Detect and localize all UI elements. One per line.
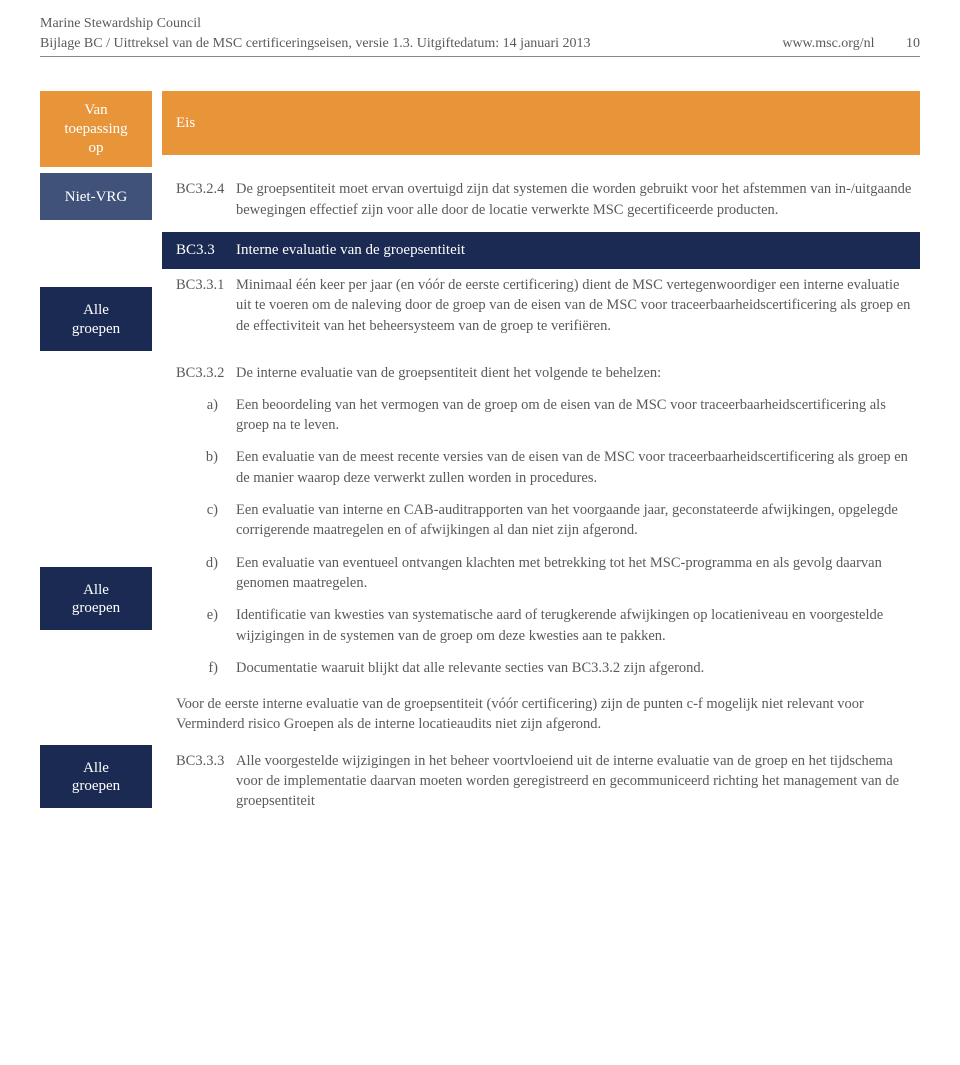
row-bc33-bar: BC3.3 Interne evaluatie van de groepsent… <box>40 232 920 269</box>
clause-code: BC3.2.4 <box>176 179 236 220</box>
clause-text: Minimaal één keer per jaar (en vóór de e… <box>236 275 920 336</box>
col-left: Allegroepen <box>40 269 152 351</box>
label-text: Allegroepen <box>72 302 120 337</box>
col-right: Eis <box>162 91 920 167</box>
col-left: Allegroepen <box>40 357 152 739</box>
content: Vantoepassingop Eis Niet-VRG BC3.2.4 De … <box>40 91 920 817</box>
section-bc33: BC3.3 Interne evaluatie van de groepsent… <box>162 232 920 269</box>
col-right: BC3.3 Interne evaluatie van de groepsent… <box>162 232 920 269</box>
tag-niet-vrg: Niet-VRG <box>40 173 152 220</box>
label-text: Allegroepen <box>72 760 120 795</box>
clause-text: Alle voorgestelde wijzigingen in het beh… <box>236 751 920 812</box>
col-right: BC3.3.2 De interne evaluatie van de groe… <box>162 357 920 739</box>
item-a: a) Een beoordeling van het vermogen van … <box>162 389 920 442</box>
page-number: 10 <box>906 34 920 54</box>
row-bc331: Allegroepen BC3.3.1 Minimaal één keer pe… <box>40 269 920 351</box>
item-mark: d) <box>176 553 236 594</box>
header-van-toepassing-op: Vantoepassingop <box>40 91 152 167</box>
header-url: www.msc.org/nl <box>782 36 874 51</box>
tag-alle-groepen-1: Allegroepen <box>40 287 152 351</box>
section-code: BC3.3 <box>176 240 236 261</box>
label-text: Eis <box>176 114 195 133</box>
header-subtitle: Bijlage BC / Uittreksel van de MSC certi… <box>40 34 591 54</box>
label-text: Vantoepassingop <box>64 102 127 156</box>
label-text: Niet-VRG <box>65 189 128 205</box>
item-text: Een beoordeling van het vermogen van de … <box>236 395 920 436</box>
clause-bc331: BC3.3.1 Minimaal één keer per jaar (en v… <box>162 269 920 342</box>
header-right: www.msc.org/nl 10 <box>782 34 920 54</box>
col-left: Niet-VRG <box>40 173 152 226</box>
item-e: e) Identificatie van kwesties van system… <box>162 599 920 652</box>
table-header-row: Vantoepassingop Eis <box>40 91 920 167</box>
clause-text: De interne evaluatie van de groepsentite… <box>236 363 920 383</box>
col-left: Vantoepassingop <box>40 91 152 167</box>
header-eis: Eis <box>162 91 920 155</box>
item-mark: f) <box>176 658 236 678</box>
clause-text: De groepsentiteit moet ervan overtuigd z… <box>236 179 920 220</box>
item-text: Identificatie van kwesties van systemati… <box>236 605 920 646</box>
item-d: d) Een evaluatie van eventueel ontvangen… <box>162 547 920 600</box>
item-text: Een evaluatie van de meest recente versi… <box>236 447 920 488</box>
col-left <box>40 232 152 269</box>
section-title: Interne evaluatie van de groepsentiteit <box>236 240 465 261</box>
item-text: Documentatie waaruit blijkt dat alle rel… <box>236 658 920 678</box>
clause-code: BC3.3.3 <box>176 751 236 812</box>
item-f: f) Documentatie waaruit blijkt dat alle … <box>162 652 920 684</box>
item-mark: e) <box>176 605 236 646</box>
clause-bc324: BC3.2.4 De groepsentiteit moet ervan ove… <box>162 173 920 226</box>
row-bc332: Allegroepen BC3.3.2 De interne evaluatie… <box>40 357 920 739</box>
label-text: Allegroepen <box>72 582 120 617</box>
item-mark: c) <box>176 500 236 541</box>
col-right: BC3.3.1 Minimaal één keer per jaar (en v… <box>162 269 920 351</box>
col-right: BC3.2.4 De groepsentiteit moet ervan ove… <box>162 173 920 226</box>
item-text: Een evaluatie van interne en CAB-auditra… <box>236 500 920 541</box>
item-mark: a) <box>176 395 236 436</box>
page-header: Marine Stewardship Council Bijlage BC / … <box>40 14 920 57</box>
col-right: BC3.3.3 Alle voorgestelde wijzigingen in… <box>162 745 920 818</box>
page: Marine Stewardship Council Bijlage BC / … <box>0 0 960 854</box>
clause-bc333: BC3.3.3 Alle voorgestelde wijzigingen in… <box>162 745 920 818</box>
row-bc324: Niet-VRG BC3.2.4 De groepsentiteit moet … <box>40 173 920 226</box>
header-row: Bijlage BC / Uittreksel van de MSC certi… <box>40 34 920 58</box>
item-b: b) Een evaluatie van de meest recente ve… <box>162 441 920 494</box>
tag-alle-groepen-3: Allegroepen <box>40 745 152 809</box>
clause-code: BC3.3.2 <box>176 363 236 383</box>
clause-code: BC3.3.1 <box>176 275 236 336</box>
bc332-note: Voor de eerste interne evaluatie van de … <box>162 684 920 739</box>
clause-bc332-intro: BC3.3.2 De interne evaluatie van de groe… <box>162 357 920 389</box>
col-left: Allegroepen <box>40 745 152 818</box>
item-c: c) Een evaluatie van interne en CAB-audi… <box>162 494 920 547</box>
tag-alle-groepen-2: Allegroepen <box>40 567 152 631</box>
item-text: Een evaluatie van eventueel ontvangen kl… <box>236 553 920 594</box>
item-mark: b) <box>176 447 236 488</box>
header-org: Marine Stewardship Council <box>40 14 920 34</box>
row-bc333: Allegroepen BC3.3.3 Alle voorgestelde wi… <box>40 745 920 818</box>
